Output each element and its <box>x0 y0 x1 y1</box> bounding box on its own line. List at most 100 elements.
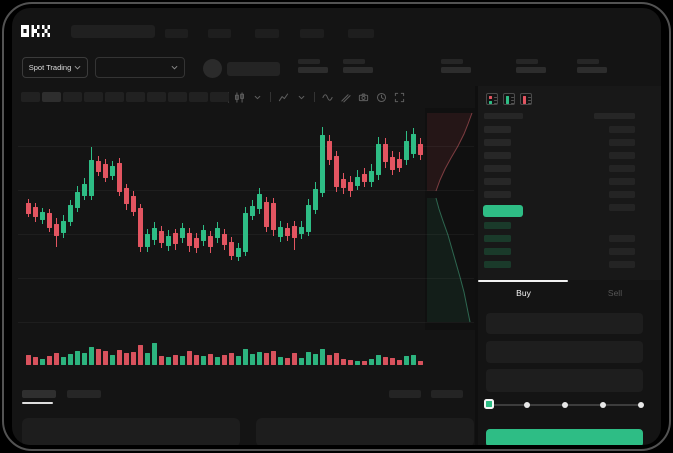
orders-action-1[interactable] <box>389 390 421 398</box>
total-field[interactable] <box>486 369 643 392</box>
nav-item[interactable] <box>348 29 374 38</box>
chart-gridline <box>18 278 474 279</box>
ticker-stat <box>298 59 330 73</box>
row-line <box>511 99 514 101</box>
nav-item[interactable] <box>165 29 188 38</box>
tab-sell-label: Sell <box>607 288 623 298</box>
timeframe-pill[interactable] <box>126 92 145 102</box>
orders-tab-underline <box>22 402 53 404</box>
ask-price-bar[interactable] <box>484 126 511 133</box>
stat-label-placeholder <box>441 59 463 64</box>
chevron-down-icon[interactable] <box>296 92 307 103</box>
spot-trading-dropdown[interactable]: Spot Trading <box>22 57 88 78</box>
orders-action-2[interactable] <box>431 390 463 398</box>
amount-field[interactable] <box>486 341 643 363</box>
okx-logo <box>21 25 50 37</box>
chart-toolbar-icons <box>234 90 405 104</box>
color-bar <box>523 96 526 104</box>
bid-price-bar[interactable] <box>484 222 511 229</box>
header-placeholder-box <box>71 25 155 38</box>
timeframe-pill[interactable] <box>210 92 229 102</box>
ask-price-bar[interactable] <box>484 178 511 185</box>
ticker-stat <box>577 59 609 73</box>
last-price-badge <box>483 205 523 217</box>
timeframe-pill[interactable] <box>168 92 187 102</box>
spot-trading-label: Spot Trading <box>28 63 72 72</box>
nav-item[interactable] <box>255 29 279 38</box>
bid-amount-bar <box>609 248 635 255</box>
row-line <box>528 96 531 98</box>
top-nav <box>12 8 661 52</box>
row-line <box>528 99 531 101</box>
ask-amount-bar <box>609 178 635 185</box>
price-field[interactable] <box>486 313 643 334</box>
ticker-stat <box>516 59 548 73</box>
stat-value-placeholder <box>298 67 328 73</box>
orders-tab-secondary[interactable] <box>67 390 101 398</box>
stat-value-placeholder <box>343 67 373 73</box>
brush-icon[interactable] <box>340 92 351 103</box>
nav-item[interactable] <box>300 29 324 38</box>
book-combined-icon[interactable] <box>486 93 498 105</box>
timeframe-pill[interactable] <box>105 92 124 102</box>
ask-price-bar[interactable] <box>484 139 511 146</box>
stat-label-placeholder <box>343 59 365 64</box>
candle-style-icon[interactable] <box>234 91 245 103</box>
camera-icon[interactable] <box>358 92 369 103</box>
orders-content-box-1 <box>22 418 240 445</box>
nav-item[interactable] <box>208 29 231 38</box>
timeframe-pill[interactable] <box>84 92 103 102</box>
history-icon[interactable] <box>376 92 387 103</box>
ask-amount-bar <box>609 204 635 211</box>
chart-gridline <box>18 190 474 191</box>
slider-handle[interactable] <box>484 399 494 409</box>
timeframe-pill[interactable] <box>147 92 166 102</box>
stat-value-placeholder <box>577 67 607 73</box>
row-line <box>494 102 497 104</box>
book-asks-icon[interactable] <box>520 93 532 105</box>
active-tab-indicator <box>478 280 568 282</box>
timeframe-pill[interactable] <box>42 92 61 102</box>
depth-chart <box>425 108 478 330</box>
chevron-down-icon <box>74 65 81 70</box>
price-chart-canvas[interactable] <box>12 108 476 378</box>
bid-price-bar[interactable] <box>484 261 511 268</box>
timeframe-pill[interactable] <box>21 92 40 102</box>
ask-price-bar[interactable] <box>484 191 511 198</box>
ticker-stat <box>343 59 375 73</box>
stat-label-placeholder <box>298 59 320 64</box>
pair-selector-dropdown[interactable] <box>95 57 185 78</box>
timeframe-pill[interactable] <box>63 92 82 102</box>
ask-price-bar[interactable] <box>484 165 511 172</box>
ticker-stat <box>441 59 473 73</box>
orders-tab-active[interactable] <box>22 390 56 398</box>
timeframe-pill[interactable] <box>189 92 208 102</box>
book-bids-icon[interactable] <box>503 93 515 105</box>
chart-gridline <box>18 234 474 235</box>
slider-stop[interactable] <box>600 402 606 408</box>
ask-amount-bar <box>609 165 635 172</box>
bid-price-bar[interactable] <box>484 248 511 255</box>
color-bar <box>489 96 492 99</box>
ask-amount-bar <box>609 126 635 133</box>
bid-price-bar[interactable] <box>484 235 511 242</box>
stat-value-placeholder <box>441 67 471 73</box>
tab-buy[interactable]: Buy <box>478 280 569 306</box>
indicators-icon[interactable] <box>278 92 289 103</box>
slider-stop[interactable] <box>562 402 568 408</box>
chevron-down-icon[interactable] <box>252 92 263 103</box>
slider-stop[interactable] <box>524 402 530 408</box>
bid-amount-bar <box>609 261 635 268</box>
stat-label-placeholder <box>577 59 599 64</box>
line-tool-icon[interactable] <box>322 92 333 103</box>
ask-price-bar[interactable] <box>484 152 511 159</box>
buy-submit-button[interactable] <box>486 429 643 445</box>
slider-stop[interactable] <box>638 402 644 408</box>
row-line <box>528 102 531 104</box>
fullscreen-icon[interactable] <box>394 92 405 103</box>
chart-gridline <box>18 322 474 323</box>
orderbook-amount-header <box>594 113 635 119</box>
tab-buy-label: Buy <box>516 288 531 298</box>
tab-sell[interactable]: Sell <box>569 280 661 306</box>
orderbook-price-header <box>484 113 523 119</box>
